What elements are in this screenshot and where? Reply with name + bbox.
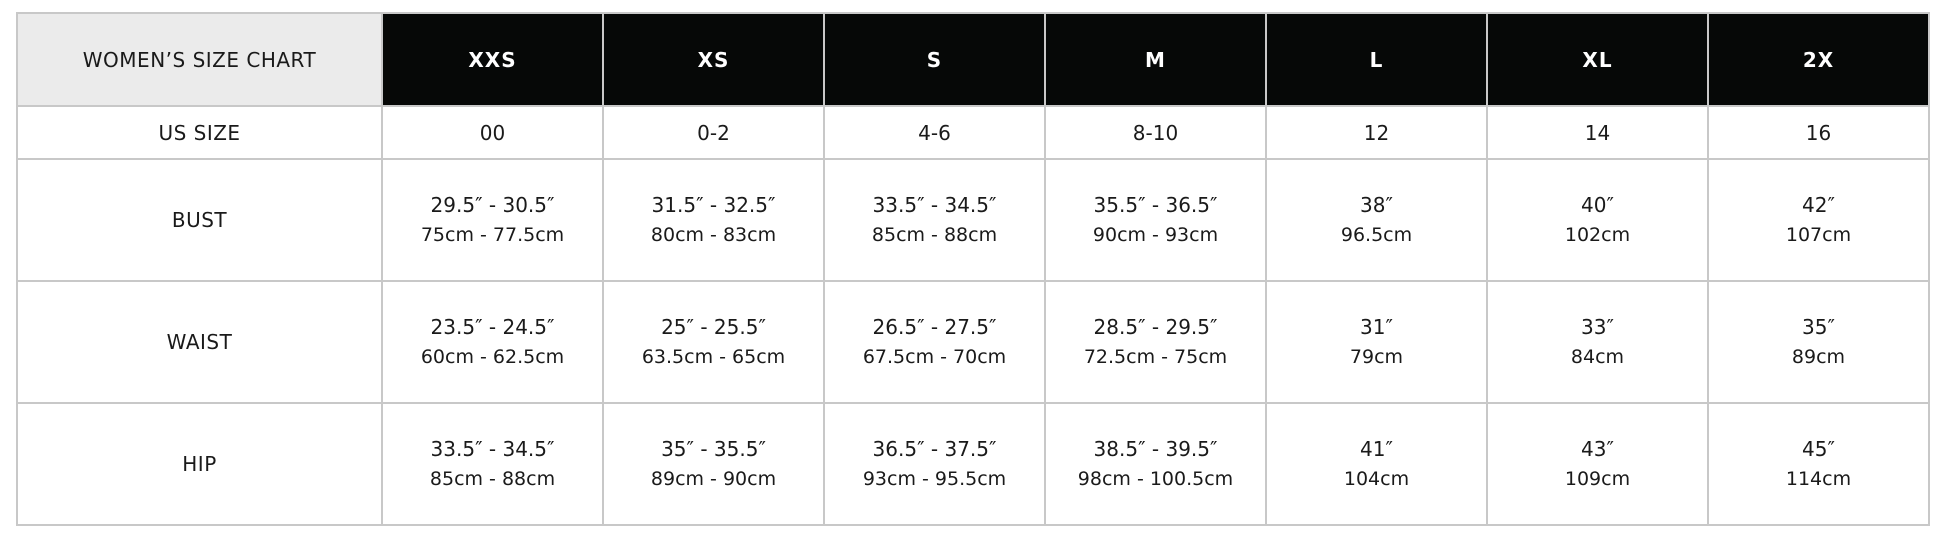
us-size-cell: 14 xyxy=(1486,105,1709,160)
hip-inches: 36.5″ - 37.5″ xyxy=(872,437,997,461)
bust-cell: 35.5″ - 36.5″ 90cm - 93cm xyxy=(1044,158,1267,282)
us-size-cell: 12 xyxy=(1265,105,1488,160)
size-header-s: S xyxy=(823,12,1046,107)
bust-centimeters: 75cm - 77.5cm xyxy=(420,224,565,246)
hip-centimeters: 114cm xyxy=(1785,468,1852,490)
waist-inches: 35″ xyxy=(1802,315,1835,339)
waist-centimeters: 60cm - 62.5cm xyxy=(420,346,565,368)
hip-centimeters: 89cm - 90cm xyxy=(650,468,777,490)
waist-inches: 33″ xyxy=(1581,315,1614,339)
hip-centimeters: 104cm xyxy=(1343,468,1410,490)
waist-centimeters: 89cm xyxy=(1791,346,1846,368)
waist-inches: 31″ xyxy=(1360,315,1393,339)
hip-row: HIP 33.5″ - 34.5″ 85cm - 88cm 35″ - 35.5″ 8… xyxy=(16,402,1930,526)
hip-cell: 43″ 109cm xyxy=(1486,402,1709,526)
bust-inches: 40″ xyxy=(1581,193,1614,217)
bust-inches: 33.5″ - 34.5″ xyxy=(872,193,997,217)
size-chart-table: WOMEN’S SIZE CHART XXS XS S M L XL 2X US SIZE … xyxy=(16,12,1930,526)
waist-cell: 28.5″ - 29.5″ 72.5cm - 75cm xyxy=(1044,280,1267,404)
hip-inches: 41″ xyxy=(1360,437,1393,461)
waist-cell: 26.5″ - 27.5″ 67.5cm - 70cm xyxy=(823,280,1046,404)
bust-centimeters: 96.5cm xyxy=(1340,224,1413,246)
bust-centimeters: 102cm xyxy=(1564,224,1631,246)
bust-centimeters: 80cm - 83cm xyxy=(650,224,777,246)
size-header-2x: 2X xyxy=(1707,12,1930,107)
bust-inches: 38″ xyxy=(1360,193,1393,217)
hip-centimeters: 109cm xyxy=(1564,468,1631,490)
hip-centimeters: 93cm - 95.5cm xyxy=(862,468,1007,490)
waist-inches: 23.5″ - 24.5″ xyxy=(430,315,555,339)
waist-centimeters: 67.5cm - 70cm xyxy=(862,346,1007,368)
hip-inches: 35″ - 35.5″ xyxy=(661,437,766,461)
us-size-row: US SIZE 00 0-2 4-6 8-10 12 14 16 xyxy=(16,105,1930,160)
bust-inches: 35.5″ - 36.5″ xyxy=(1093,193,1218,217)
hip-cell: 36.5″ - 37.5″ 93cm - 95.5cm xyxy=(823,402,1046,526)
bust-cell: 31.5″ - 32.5″ 80cm - 83cm xyxy=(602,158,825,282)
row-label-us-size: US SIZE xyxy=(16,105,383,160)
bust-inches: 31.5″ - 32.5″ xyxy=(651,193,776,217)
row-label-bust: BUST xyxy=(16,158,383,282)
bust-row: BUST 29.5″ - 30.5″ 75cm - 77.5cm 31.5″ - 3… xyxy=(16,158,1930,282)
us-size-cell: 4-6 xyxy=(823,105,1046,160)
bust-centimeters: 90cm - 93cm xyxy=(1092,224,1219,246)
hip-inches: 38.5″ - 39.5″ xyxy=(1093,437,1218,461)
waist-centimeters: 63.5cm - 65cm xyxy=(641,346,786,368)
size-header-xxs: XXS xyxy=(381,12,604,107)
bust-cell: 40″ 102cm xyxy=(1486,158,1709,282)
waist-inches: 26.5″ - 27.5″ xyxy=(872,315,997,339)
waist-cell: 23.5″ - 24.5″ 60cm - 62.5cm xyxy=(381,280,604,404)
hip-inches: 43″ xyxy=(1581,437,1614,461)
us-size-cell: 16 xyxy=(1707,105,1930,160)
hip-inches: 33.5″ - 34.5″ xyxy=(430,437,555,461)
hip-centimeters: 85cm - 88cm xyxy=(429,468,556,490)
waist-inches: 25″ - 25.5″ xyxy=(661,315,766,339)
hip-cell: 35″ - 35.5″ 89cm - 90cm xyxy=(602,402,825,526)
bust-cell: 29.5″ - 30.5″ 75cm - 77.5cm xyxy=(381,158,604,282)
hip-cell: 38.5″ - 39.5″ 98cm - 100.5cm xyxy=(1044,402,1267,526)
row-label-waist: WAIST xyxy=(16,280,383,404)
size-header-xl: XL xyxy=(1486,12,1709,107)
bust-centimeters: 85cm - 88cm xyxy=(871,224,998,246)
waist-inches: 28.5″ - 29.5″ xyxy=(1093,315,1218,339)
bust-cell: 33.5″ - 34.5″ 85cm - 88cm xyxy=(823,158,1046,282)
waist-cell: 35″ 89cm xyxy=(1707,280,1930,404)
hip-cell: 33.5″ - 34.5″ 85cm - 88cm xyxy=(381,402,604,526)
waist-cell: 25″ - 25.5″ 63.5cm - 65cm xyxy=(602,280,825,404)
waist-centimeters: 84cm xyxy=(1570,346,1625,368)
bust-cell: 42″ 107cm xyxy=(1707,158,1930,282)
bust-centimeters: 107cm xyxy=(1785,224,1852,246)
hip-cell: 41″ 104cm xyxy=(1265,402,1488,526)
hip-centimeters: 98cm - 100.5cm xyxy=(1077,468,1234,490)
waist-cell: 33″ 84cm xyxy=(1486,280,1709,404)
bust-inches: 29.5″ - 30.5″ xyxy=(430,193,555,217)
hip-inches: 45″ xyxy=(1802,437,1835,461)
waist-cell: 31″ 79cm xyxy=(1265,280,1488,404)
us-size-cell: 0-2 xyxy=(602,105,825,160)
size-header-m: M xyxy=(1044,12,1267,107)
waist-centimeters: 79cm xyxy=(1349,346,1404,368)
chart-title: WOMEN’S SIZE CHART xyxy=(16,12,383,107)
bust-inches: 42″ xyxy=(1802,193,1835,217)
us-size-cell: 00 xyxy=(381,105,604,160)
size-header-l: L xyxy=(1265,12,1488,107)
bust-cell: 38″ 96.5cm xyxy=(1265,158,1488,282)
size-header-xs: XS xyxy=(602,12,825,107)
waist-centimeters: 72.5cm - 75cm xyxy=(1083,346,1228,368)
waist-row: WAIST 23.5″ - 24.5″ 60cm - 62.5cm 25″ - 25… xyxy=(16,280,1930,404)
hip-cell: 45″ 114cm xyxy=(1707,402,1930,526)
header-row: WOMEN’S SIZE CHART XXS XS S M L XL 2X xyxy=(16,12,1930,107)
us-size-cell: 8-10 xyxy=(1044,105,1267,160)
row-label-hip: HIP xyxy=(16,402,383,526)
